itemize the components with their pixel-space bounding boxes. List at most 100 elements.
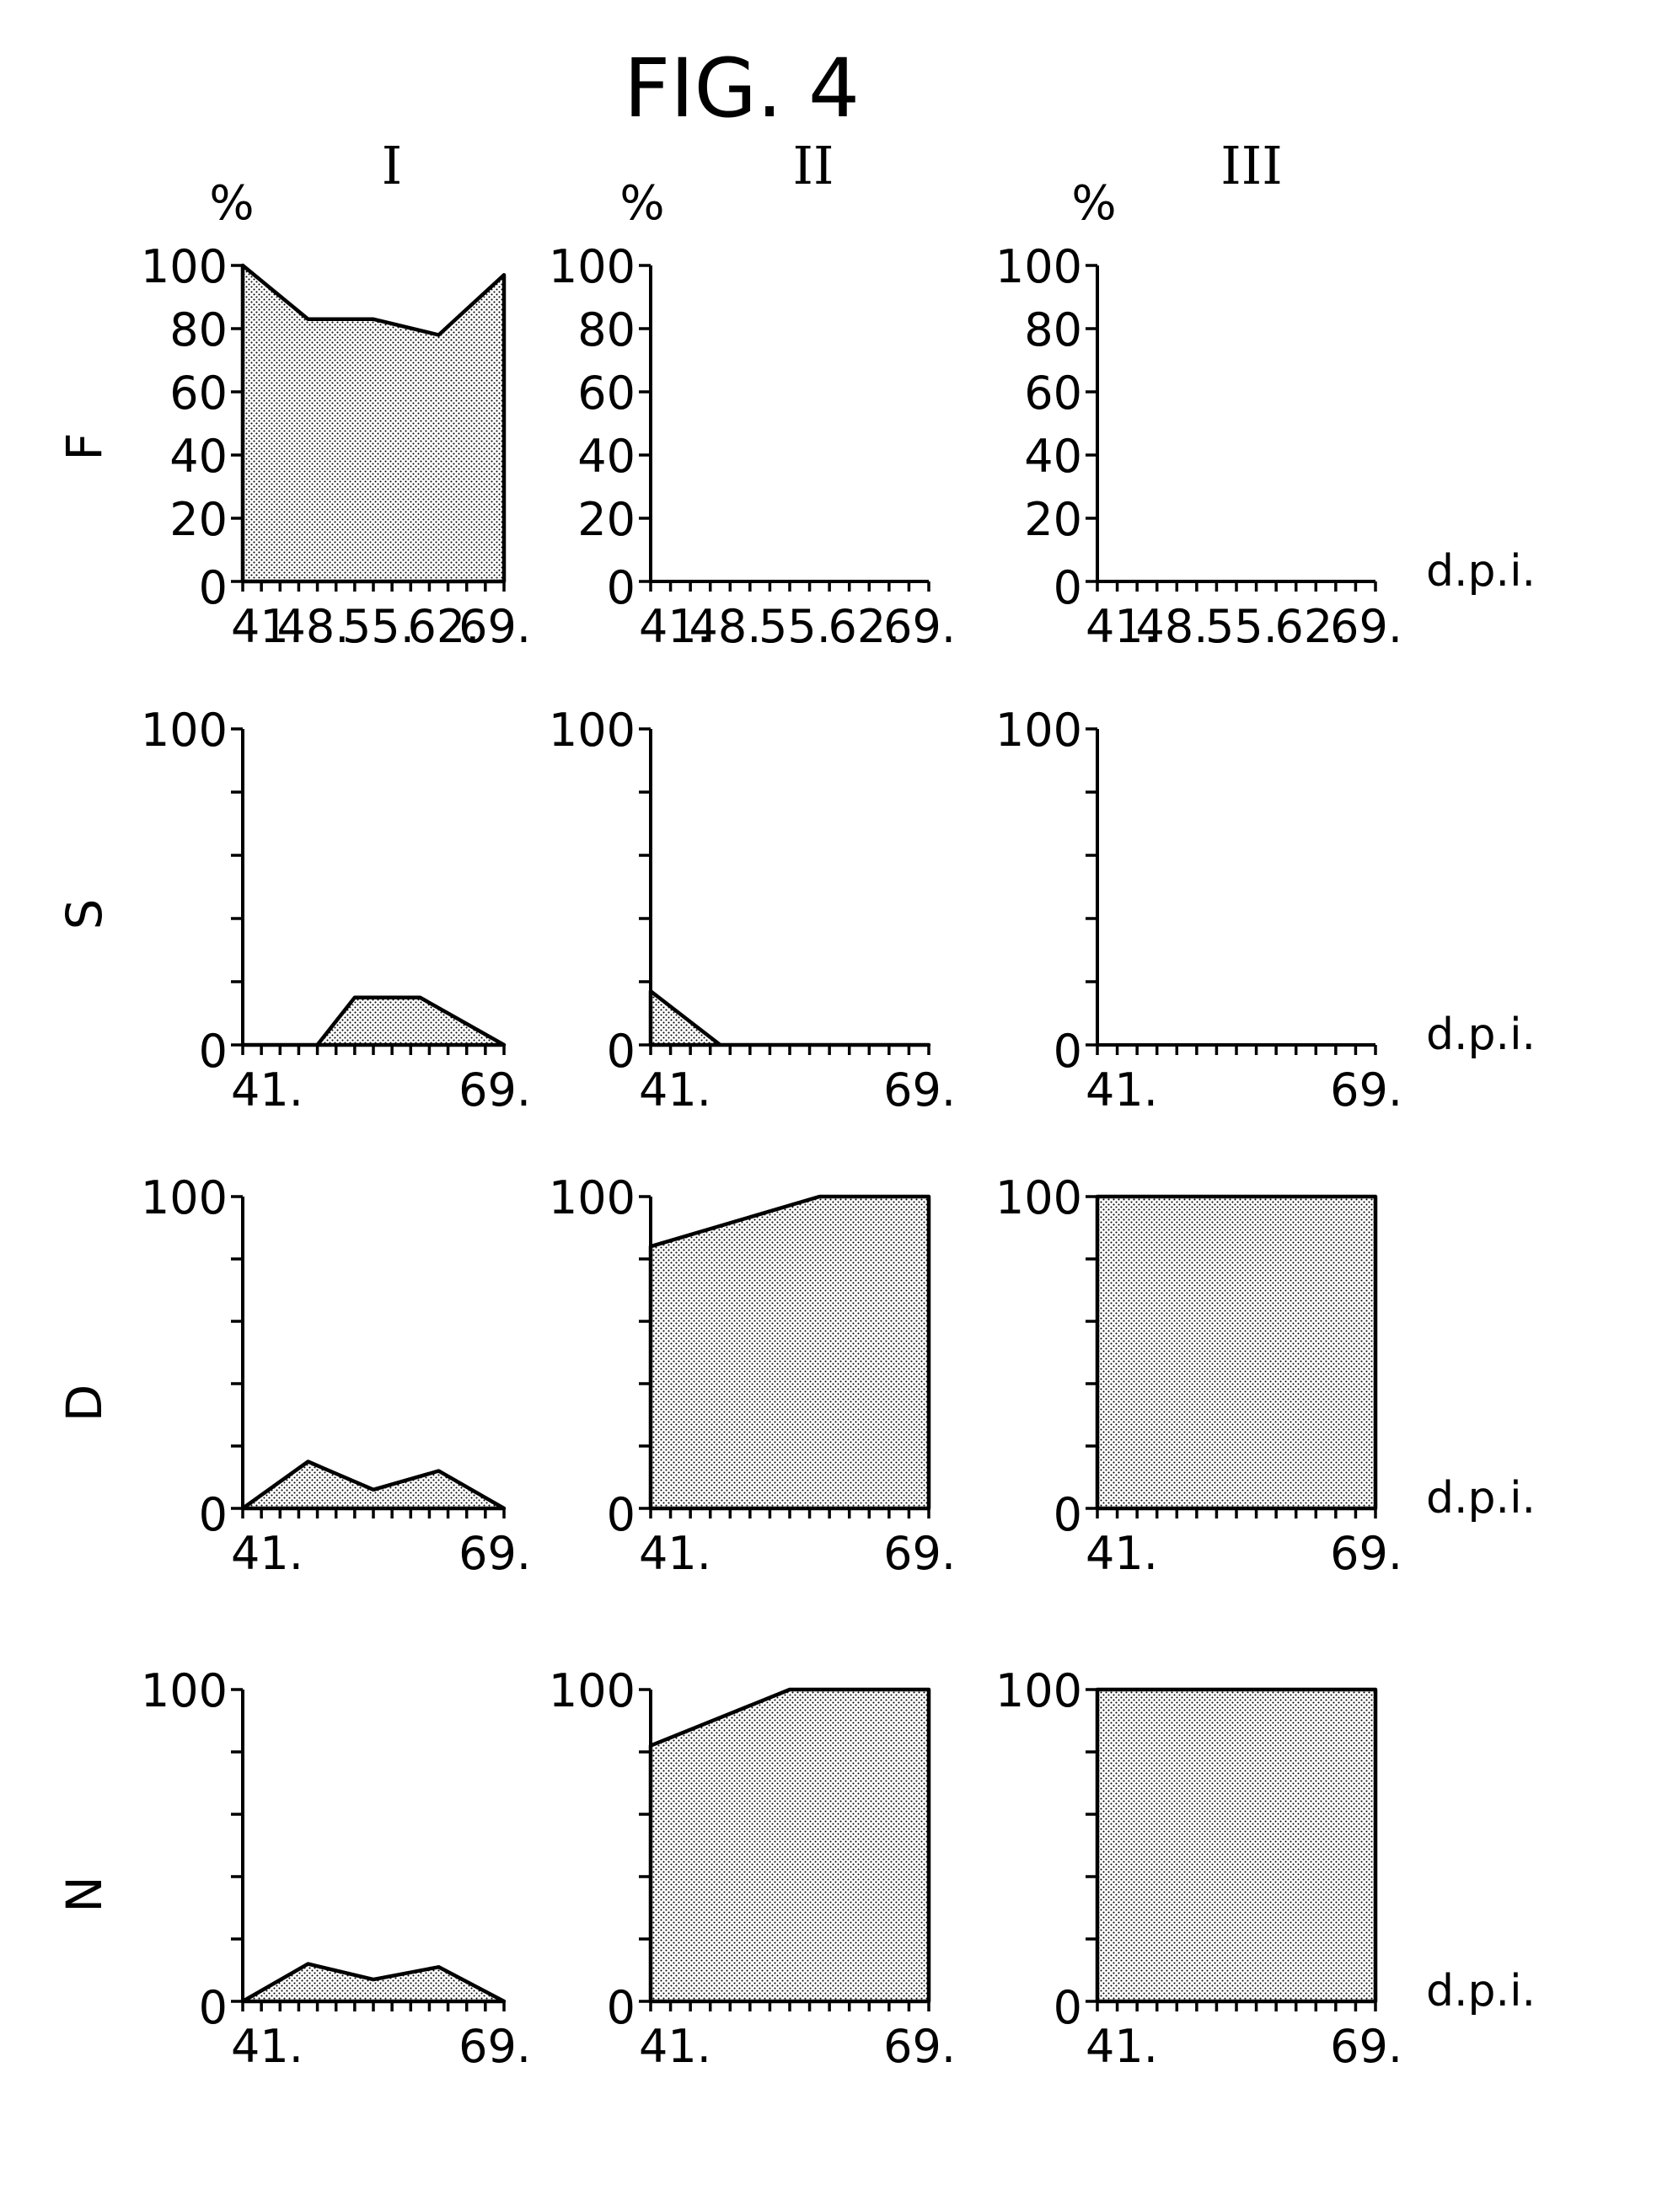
x-tick-label-n-i: 69.	[458, 2020, 531, 2073]
x-unit-label-s-iii: d.p.i.	[1426, 1010, 1536, 1060]
x-tick-label-s-iii: 69.	[1330, 1063, 1402, 1117]
row-label-d: D	[56, 1385, 113, 1422]
y-tick-label-f-i: 100	[141, 240, 228, 293]
panel-n-iii: 0 100 41. 69. d.p.i.	[995, 1664, 1536, 2073]
x-tick-label-d-ii: 69.	[883, 1527, 956, 1580]
panels-group: 02040608010041.48.55.62.69.0204060801004…	[141, 240, 1536, 2073]
column-header-i: I	[382, 135, 403, 196]
panel-s-iii: 0 100 41. 69. d.p.i.	[995, 704, 1536, 1117]
y-tick-label-f-i: 20	[169, 493, 228, 546]
x-tick-label-f-i: 48.	[277, 600, 350, 653]
y-tick-label-s-iii: 0	[1054, 1025, 1082, 1078]
x-tick-label-d-i: 41.	[231, 1527, 303, 1580]
panel-f-i: 02040608010041.48.55.62.69.	[141, 240, 531, 653]
y-tick-label-f-iii: 80	[1024, 303, 1082, 356]
y-tick-label-d-i: 100	[141, 1171, 228, 1224]
y-tick-label-d-iii: 0	[1054, 1488, 1082, 1541]
x-tick-label-d-i: 69.	[458, 1527, 531, 1580]
x-tick-label-n-ii: 69.	[883, 2020, 956, 2073]
y-tick-label-f-iii: 40	[1024, 430, 1082, 483]
panel-d-i: 0 100 41. 69.	[141, 1171, 531, 1580]
panel-s-ii: 0 100 41. 69.	[549, 704, 956, 1117]
panel-n-i: 0 100 41. 69.	[141, 1664, 531, 2073]
panel-d-iii: 0 100 41. 69. d.p.i.	[995, 1171, 1536, 1580]
y-tick-label-s-iii: 100	[995, 704, 1082, 757]
y-tick-label-n-ii: 0	[607, 1981, 635, 2034]
y-tick-label-s-ii: 0	[607, 1025, 635, 1078]
x-tick-label-d-iii: 69.	[1330, 1527, 1402, 1580]
x-tick-label-f-iii: 48.	[1136, 600, 1209, 653]
y-tick-label-n-ii: 100	[549, 1664, 635, 1717]
x-tick-label-f-iii: 69.	[1330, 600, 1402, 653]
y-tick-label-f-ii: 40	[577, 430, 635, 483]
area-series-d-ii	[651, 1197, 929, 1508]
y-tick-label-f-iii: 0	[1054, 561, 1082, 614]
percent-label-col-ii: %	[619, 176, 664, 231]
x-tick-label-s-ii: 69.	[883, 1063, 956, 1117]
x-tick-label-s-iii: 41.	[1086, 1063, 1158, 1117]
y-tick-label-f-ii: 20	[577, 493, 635, 546]
area-series-d-i	[243, 1462, 504, 1509]
y-tick-label-d-ii: 100	[549, 1171, 635, 1224]
x-tick-label-f-ii: 69.	[883, 600, 956, 653]
x-unit-label-d-iii: d.p.i.	[1426, 1473, 1536, 1524]
x-tick-label-s-ii: 41.	[639, 1063, 711, 1117]
panel-d-ii: 0 100 41. 69.	[549, 1171, 956, 1580]
row-label-n: N	[56, 1876, 113, 1912]
y-tick-label-d-iii: 100	[995, 1171, 1082, 1224]
column-header-iii: III	[1220, 135, 1282, 196]
y-tick-label-f-iii: 100	[995, 240, 1082, 293]
x-tick-label-n-i: 41.	[231, 2020, 303, 2073]
x-tick-label-f-i: 55.	[342, 600, 415, 653]
y-tick-label-n-i: 100	[141, 1664, 228, 1717]
y-tick-label-n-i: 0	[199, 1981, 228, 2034]
x-tick-label-f-iii: 55.	[1205, 600, 1278, 653]
x-tick-label-f-i: 69.	[458, 600, 531, 653]
area-series-s-i	[243, 998, 504, 1045]
y-tick-label-s-i: 0	[199, 1025, 228, 1078]
area-series-d-iii	[1097, 1197, 1375, 1508]
area-series-n-i	[243, 1964, 504, 2001]
x-tick-label-n-iii: 41.	[1086, 2020, 1158, 2073]
x-unit-label-f-iii: d.p.i.	[1426, 546, 1536, 597]
y-tick-label-f-i: 0	[199, 561, 228, 614]
panel-n-ii: 0 100 41. 69.	[549, 1664, 956, 2073]
y-tick-label-f-i: 40	[169, 430, 228, 483]
panel-f-iii: 02040608010041.48.55.62.69.d.p.i.	[995, 240, 1536, 653]
x-tick-label-s-i: 69.	[458, 1063, 531, 1117]
area-series-f-i	[243, 265, 504, 581]
figure-title: FIG. 4	[624, 41, 860, 136]
column-header-ii: II	[793, 135, 834, 196]
x-tick-label-d-ii: 41.	[639, 1527, 711, 1580]
y-tick-label-d-i: 0	[199, 1488, 228, 1541]
x-unit-label-n-iii: d.p.i.	[1426, 1966, 1536, 2017]
row-label-f: F	[56, 432, 113, 460]
y-tick-label-n-iii: 100	[995, 1664, 1082, 1717]
y-tick-label-n-iii: 0	[1054, 1981, 1082, 2034]
x-tick-label-f-ii: 55.	[759, 600, 831, 653]
area-series-n-ii	[651, 1690, 929, 2001]
y-tick-label-f-ii: 0	[607, 561, 635, 614]
x-tick-label-s-i: 41.	[231, 1063, 303, 1117]
y-tick-label-f-iii: 60	[1024, 367, 1082, 420]
percent-label-col-i: %	[209, 176, 254, 231]
percent-label-col-iii: %	[1071, 176, 1116, 231]
x-tick-label-f-ii: 48.	[689, 600, 762, 653]
y-tick-label-f-iii: 20	[1024, 493, 1082, 546]
y-tick-label-s-ii: 100	[549, 704, 635, 757]
row-label-s: S	[56, 899, 113, 930]
y-tick-label-f-ii: 60	[577, 367, 635, 420]
y-tick-label-f-i: 80	[169, 303, 228, 356]
x-tick-label-d-iii: 41.	[1086, 1527, 1158, 1580]
y-tick-label-f-i: 60	[169, 367, 228, 420]
x-tick-label-n-iii: 69.	[1330, 2020, 1402, 2073]
panel-s-i: 010041.69.	[141, 704, 531, 1117]
area-series-n-iii	[1097, 1690, 1375, 2001]
y-tick-label-f-ii: 80	[577, 303, 635, 356]
y-tick-label-f-ii: 100	[549, 240, 635, 293]
y-tick-label-d-ii: 0	[607, 1488, 635, 1541]
area-series-s-ii	[651, 991, 929, 1045]
x-tick-label-n-ii: 41.	[639, 2020, 711, 2073]
panel-f-ii: 02040608010041.48.55.62.69.	[549, 240, 956, 653]
